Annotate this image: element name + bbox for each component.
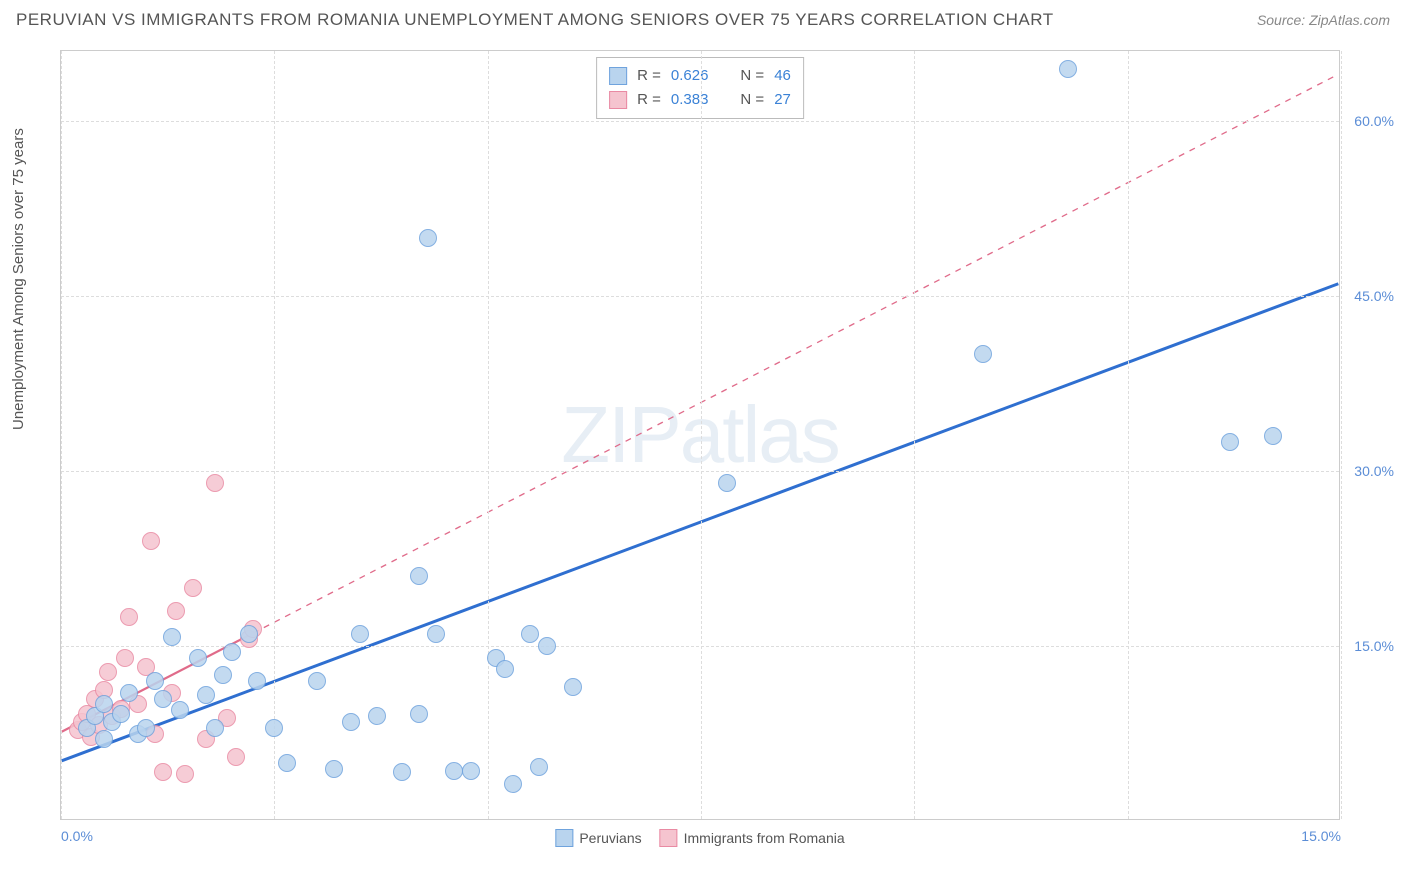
- source-attribution: Source: ZipAtlas.com: [1257, 12, 1390, 28]
- legend-item: Peruvians: [555, 829, 641, 847]
- data-point: [308, 672, 326, 690]
- data-point: [142, 532, 160, 550]
- legend-label: Peruvians: [579, 830, 641, 846]
- n-value: 27: [774, 88, 791, 112]
- gridline-vertical: [61, 51, 62, 819]
- data-point: [197, 686, 215, 704]
- n-label: N =: [740, 88, 764, 112]
- r-label: R =: [637, 88, 661, 112]
- legend-swatch: [660, 829, 678, 847]
- data-point: [1221, 433, 1239, 451]
- data-point: [521, 625, 539, 643]
- y-tick-label: 15.0%: [1354, 638, 1394, 654]
- data-point: [137, 719, 155, 737]
- data-point: [99, 663, 117, 681]
- data-point: [564, 678, 582, 696]
- data-point: [1264, 427, 1282, 445]
- series-legend: Peruvians Immigrants from Romania: [555, 829, 844, 847]
- legend-swatch: [555, 829, 573, 847]
- legend-label: Immigrants from Romania: [684, 830, 845, 846]
- y-tick-label: 60.0%: [1354, 113, 1394, 129]
- data-point: [214, 666, 232, 684]
- x-tick-label: 0.0%: [61, 828, 93, 844]
- legend-swatch: [609, 67, 627, 85]
- data-point: [368, 707, 386, 725]
- data-point: [116, 649, 134, 667]
- data-point: [419, 229, 437, 247]
- legend-swatch: [609, 91, 627, 109]
- data-point: [154, 690, 172, 708]
- data-point: [120, 684, 138, 702]
- gridline-vertical: [1128, 51, 1129, 819]
- gridline-horizontal: [61, 121, 1339, 122]
- gridline-horizontal: [61, 471, 1339, 472]
- data-point: [278, 754, 296, 772]
- gridline-vertical: [274, 51, 275, 819]
- data-point: [184, 579, 202, 597]
- data-point: [538, 637, 556, 655]
- data-point: [206, 474, 224, 492]
- gridline-vertical: [488, 51, 489, 819]
- y-tick-label: 45.0%: [1354, 288, 1394, 304]
- data-point: [167, 602, 185, 620]
- data-point: [176, 765, 194, 783]
- data-point: [342, 713, 360, 731]
- data-point: [496, 660, 514, 678]
- data-point: [1059, 60, 1077, 78]
- x-tick-label: 15.0%: [1301, 828, 1341, 844]
- data-point: [189, 649, 207, 667]
- stats-legend: R = 0.626 N = 46 R = 0.383 N = 27: [596, 57, 804, 119]
- trendlines-layer: [61, 51, 1339, 819]
- y-axis-label: Unemployment Among Seniors over 75 years: [10, 128, 27, 430]
- data-point: [410, 567, 428, 585]
- data-point: [112, 705, 130, 723]
- data-point: [351, 625, 369, 643]
- gridline-vertical: [914, 51, 915, 819]
- data-point: [265, 719, 283, 737]
- data-point: [718, 474, 736, 492]
- data-point: [223, 643, 241, 661]
- stats-legend-row: R = 0.383 N = 27: [609, 88, 791, 112]
- legend-item: Immigrants from Romania: [660, 829, 845, 847]
- gridline-horizontal: [61, 296, 1339, 297]
- plot-area: ZIPatlas R =0.626N =46R =0.383N =27 Peru…: [60, 50, 1340, 820]
- data-point: [974, 345, 992, 363]
- data-point: [95, 730, 113, 748]
- r-value: 0.626: [671, 64, 709, 88]
- gridline-vertical: [1341, 51, 1342, 819]
- data-point: [163, 628, 181, 646]
- data-point: [462, 762, 480, 780]
- gridline-vertical: [701, 51, 702, 819]
- header: PERUVIAN VS IMMIGRANTS FROM ROMANIA UNEM…: [16, 10, 1390, 30]
- data-point: [427, 625, 445, 643]
- data-point: [171, 701, 189, 719]
- n-value: 46: [774, 64, 791, 88]
- data-point: [206, 719, 224, 737]
- chart-container: PERUVIAN VS IMMIGRANTS FROM ROMANIA UNEM…: [0, 0, 1406, 892]
- data-point: [393, 763, 411, 781]
- data-point: [410, 705, 428, 723]
- chart-title: PERUVIAN VS IMMIGRANTS FROM ROMANIA UNEM…: [16, 10, 1054, 30]
- data-point: [240, 625, 258, 643]
- data-point: [120, 608, 138, 626]
- data-point: [325, 760, 343, 778]
- n-label: N =: [740, 64, 764, 88]
- data-point: [445, 762, 463, 780]
- data-point: [227, 748, 245, 766]
- data-point: [504, 775, 522, 793]
- stats-legend-row: R = 0.626 N = 46: [609, 64, 791, 88]
- r-value: 0.383: [671, 88, 709, 112]
- data-point: [248, 672, 266, 690]
- r-label: R =: [637, 64, 661, 88]
- data-point: [154, 763, 172, 781]
- data-point: [146, 672, 164, 690]
- y-tick-label: 30.0%: [1354, 463, 1394, 479]
- data-point: [95, 695, 113, 713]
- data-point: [530, 758, 548, 776]
